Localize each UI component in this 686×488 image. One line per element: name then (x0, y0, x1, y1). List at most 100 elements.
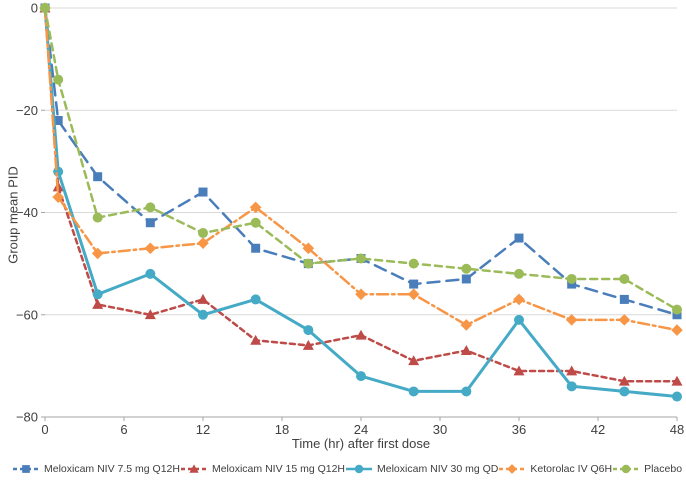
square-marker (53, 115, 63, 125)
circle-marker (250, 217, 261, 228)
circle-marker (53, 166, 64, 177)
series-line (43, 6, 679, 317)
diamond-marker (197, 237, 209, 249)
triangle-marker (460, 345, 472, 355)
series-ketorolac-iv-q6h (39, 2, 683, 336)
circle-marker (619, 273, 630, 284)
square-marker (514, 233, 524, 243)
circle-marker (672, 391, 682, 402)
y-tick-label: −80 (16, 410, 38, 425)
legend-swatch-triangle-icon (180, 464, 207, 473)
legend-swatch-square-icon (13, 465, 39, 473)
series-line (43, 6, 679, 398)
circle-marker (198, 227, 208, 238)
series-placebo (40, 3, 682, 315)
circle-marker (566, 381, 577, 392)
diamond-marker (52, 191, 64, 203)
series-line (43, 6, 679, 383)
circle-marker (354, 464, 364, 474)
series-line (43, 6, 679, 311)
x-tick-label: 48 (670, 422, 684, 437)
circle-marker (356, 253, 366, 264)
series-meloxicam-niv-30-mg-qd (40, 3, 682, 402)
square-marker (93, 172, 103, 182)
x-tick-label: 0 (41, 422, 48, 437)
triangle-marker (618, 375, 630, 386)
triangle-marker (355, 329, 367, 340)
circle-marker (408, 258, 419, 269)
legend-item-meloxicam-niv-15-mg-q12h: Meloxicam NIV 15 mg Q12H (180, 463, 345, 475)
circle-marker (672, 304, 682, 315)
circle-marker (356, 371, 366, 382)
x-tick-label: 42 (591, 422, 605, 437)
legend-item-ketorolac-iv-q6h: Ketorolac IV Q6H (498, 463, 612, 475)
circle-marker (514, 314, 524, 325)
x-tick-label: 24 (354, 422, 368, 437)
x-tick-label: 12 (196, 422, 210, 437)
square-marker (145, 218, 155, 228)
circle-marker (408, 386, 419, 397)
square-marker (22, 465, 30, 473)
circle-marker (250, 294, 261, 305)
x-tick-label: 6 (120, 422, 127, 437)
series-line (43, 6, 679, 332)
circle-marker (303, 258, 314, 269)
triangle-marker (189, 464, 199, 473)
x-tick-label: 36 (512, 422, 526, 437)
x-tick-label: 18 (275, 422, 289, 437)
y-tick-label: 0 (31, 1, 38, 16)
diamond-marker (618, 314, 631, 326)
legend-item-meloxicam-niv-7-5-mg-q12h: Meloxicam NIV 7.5 mg Q12H (12, 463, 180, 475)
square-marker (251, 243, 261, 253)
circle-marker (53, 74, 64, 85)
legend-label: Meloxicam NIV 15 mg Q12H (211, 463, 346, 475)
series-meloxicam-niv-7-5-mg-q12h (40, 3, 682, 320)
diamond-marker (302, 242, 315, 255)
line-chart: 0 6 12 18 24 30 36 42 48 0 −20 −40 −60 −80 (16, 1, 684, 438)
triangle-marker (302, 339, 314, 350)
legend-swatch-circle-icon (613, 464, 640, 474)
diamond-marker (355, 288, 367, 301)
diamond-marker (671, 324, 683, 336)
y-tick-label: −20 (16, 103, 38, 118)
legend-label: Ketorolac IV Q6H (530, 463, 613, 475)
square-marker (409, 279, 419, 289)
legend-label: Placebo (644, 463, 683, 475)
circle-marker (621, 464, 631, 474)
y-tick-label: −40 (16, 205, 38, 220)
triangle-marker (197, 293, 209, 304)
legend-label: Meloxicam NIV 30 mg QD (377, 463, 499, 475)
triangle-marker (566, 365, 578, 376)
legend-swatch-diamond-icon (499, 464, 526, 474)
y-axis-title: Group mean PID (5, 166, 21, 264)
diamond-marker (565, 314, 578, 326)
diamond-marker (249, 201, 262, 214)
diamond-marker (507, 464, 518, 474)
triangle-marker (92, 299, 104, 309)
square-marker (619, 294, 629, 304)
diamond-marker (144, 242, 157, 255)
series-meloxicam-niv-15-mg-q12h (39, 2, 683, 386)
square-marker (461, 274, 471, 284)
circle-marker (145, 268, 156, 279)
circle-marker (40, 3, 50, 13)
triangle-marker (513, 365, 525, 376)
chart-legend: Meloxicam NIV 7.5 mg Q12H Meloxicam NIV 1… (0, 457, 686, 481)
legend-swatch-circle-icon (346, 464, 373, 474)
circle-marker (198, 309, 208, 320)
diamond-marker (91, 247, 104, 260)
circle-marker (461, 386, 472, 397)
diamond-marker (513, 293, 525, 306)
circle-marker (92, 212, 103, 223)
circle-marker (145, 202, 156, 213)
legend-label: Meloxicam NIV 7.5 mg Q12H (44, 463, 180, 475)
y-tick-label: −60 (16, 307, 38, 322)
triangle-marker (408, 355, 420, 366)
circle-marker (461, 263, 472, 274)
x-tick-label: 30 (433, 422, 447, 437)
x-axis: 0 6 12 18 24 30 36 42 48 (41, 417, 684, 437)
legend-item-placebo: Placebo (612, 463, 682, 475)
legend-item-meloxicam-niv-30-mg-qd: Meloxicam NIV 30 mg QD (345, 463, 498, 475)
triangle-marker (250, 334, 262, 345)
circle-marker (619, 386, 630, 397)
